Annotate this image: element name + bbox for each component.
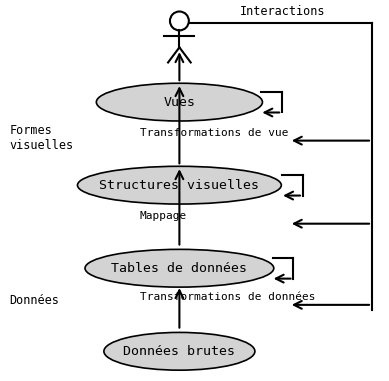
Text: Mappage: Mappage [140, 211, 187, 221]
Ellipse shape [85, 249, 274, 287]
Ellipse shape [96, 83, 263, 121]
Text: Données brutes: Données brutes [123, 345, 235, 358]
Ellipse shape [104, 332, 255, 370]
Text: Structures visuelles: Structures visuelles [100, 179, 259, 192]
Text: Transformations de données: Transformations de données [140, 292, 315, 302]
Text: Formes
visuelles: Formes visuelles [9, 124, 74, 152]
Text: Vues: Vues [163, 96, 195, 109]
Ellipse shape [77, 166, 281, 204]
Text: Tables de données: Tables de données [111, 262, 247, 275]
Text: Transformations de vue: Transformations de vue [140, 128, 288, 138]
Text: Interactions: Interactions [240, 5, 325, 18]
Text: Données: Données [9, 294, 60, 307]
